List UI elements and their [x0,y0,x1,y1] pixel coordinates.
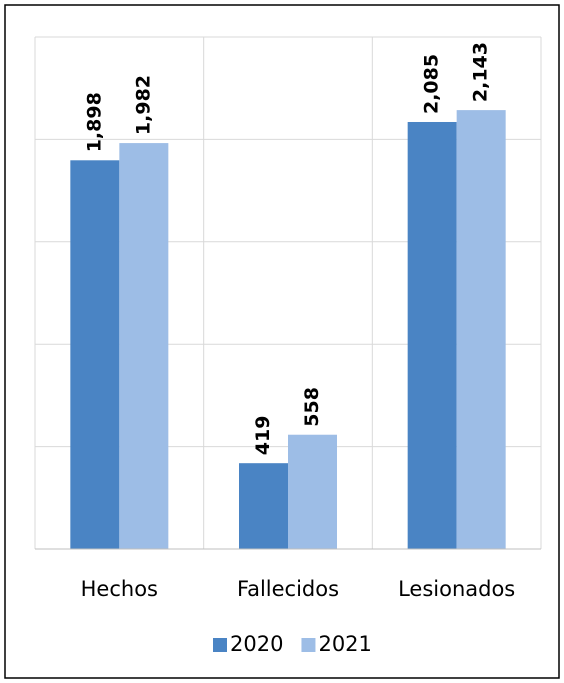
bar [119,143,169,549]
data-label: 2,143 [470,42,492,102]
x-tick-label: Hechos [81,577,158,601]
bar [239,463,288,549]
bar [407,121,457,549]
bar [70,160,120,549]
legend-label: 2021 [318,632,371,656]
data-label: 558 [301,387,323,427]
legend-label: 2020 [230,632,283,656]
legend-swatch [301,638,316,652]
data-label: 1,898 [83,92,105,152]
data-label: 1,982 [132,75,154,135]
x-tick-label: Lesionados [398,577,515,601]
x-tick-label: Fallecidos [237,577,339,601]
bar [288,434,337,549]
data-label: 419 [252,416,274,456]
legend-swatch [213,638,227,652]
bar [456,110,506,550]
data-label: 2,085 [421,54,443,114]
